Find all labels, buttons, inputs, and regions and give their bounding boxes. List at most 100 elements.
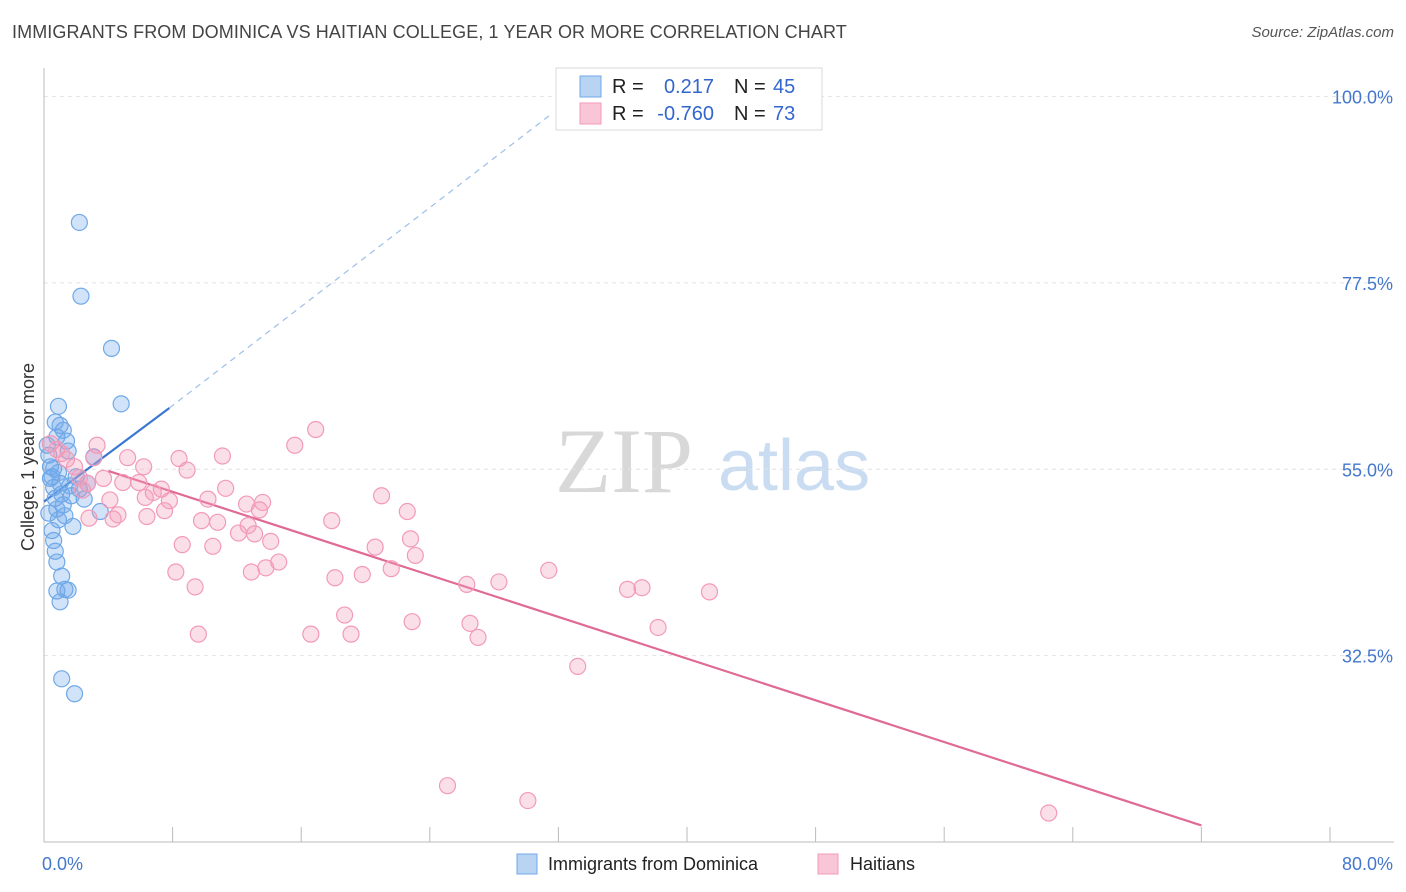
dominica-point-18 [41,469,60,487]
legend-swatch-pink [579,102,602,125]
source-note: Source: ZipAtlas.com [1251,24,1394,41]
dominica-point-46 [65,685,84,703]
haitians-point-26 [170,449,188,468]
haitians-point-43 [254,493,272,512]
x-tick-labels: 0.0% 80.0% [42,854,1393,874]
haitians-point-71 [649,618,667,637]
dominica-point-28 [49,397,68,415]
bottom-legend: Immigrants from Dominica Haitians [516,853,915,875]
dominica-point-45 [53,670,71,688]
dominica-point-27 [64,517,82,536]
y-tick-labels: 100.0% 77.5% 55.0% 32.5% [1332,88,1393,667]
haitians-point-56 [372,487,391,505]
haitians-point-47 [286,436,304,454]
dominica-point-43 [72,287,90,305]
haitians-point-14 [109,506,127,524]
haitians-point-23 [155,502,174,520]
haitians-point-22 [152,480,170,498]
watermark-atlas: atlas [718,426,870,506]
y-tick-label-1: 77.5% [1342,274,1393,294]
haitians-point-46 [270,553,288,571]
haitians-point-20 [138,507,156,526]
haitians-point-69 [618,580,637,598]
haitians-point-11 [94,469,113,487]
legend-r-value-1: 0.217 [664,76,714,98]
y-tick-label-2: 55.0% [1342,460,1393,480]
haitians-point-8 [80,509,98,527]
legend-r-value-2: -0.760 [657,103,714,125]
haitians-point-41 [245,525,264,543]
haitians-point-52 [336,606,354,624]
haitians-point-70 [633,579,651,597]
haitians-point-73 [1040,804,1058,822]
haitians-point-27 [173,536,191,554]
haitians-trend-line [107,469,1202,827]
haitians-point-31 [192,512,211,530]
legend-r-label-2: R = [612,103,644,125]
haitians-point-28 [178,461,196,479]
haitians-point-55 [366,538,384,556]
dominica-point-37 [59,581,77,599]
haitians-point-17 [130,473,148,492]
haitians-point-60 [403,613,421,631]
y-tick-label-3: 32.5% [1342,647,1393,667]
legend-n-value-1: 45 [773,76,795,98]
x-tick-label-1: 80.0% [1342,854,1393,874]
x-tick-label-0: 0.0% [42,854,83,874]
haitians-point-74 [438,777,457,795]
haitians-point-45 [262,532,280,550]
bottom-legend-swatch-blue [516,853,538,875]
legend-swatch-blue [579,75,602,98]
dominica-point-42 [102,339,121,357]
haitians-point-16 [118,449,137,467]
haitians-point-7 [78,474,97,492]
haitians-point-59 [401,530,420,548]
legend-n-value-2: 73 [773,103,795,125]
haitians-point-30 [189,625,207,643]
haitians-point-64 [469,628,487,647]
watermark-zip: ZIP [555,410,693,512]
haitians-point-4 [65,458,84,476]
legend-r-label-1: R = [612,76,644,98]
haitians-point-10 [88,436,106,454]
bottom-legend-swatch-pink [817,853,839,875]
haitians-point-49 [307,420,325,439]
axes [43,68,1394,843]
haitians-point-32 [199,490,217,508]
haitians-point-33 [204,537,222,555]
haitians-point-63 [461,614,479,632]
haitians-point-12 [101,491,119,509]
haitians-point-24 [160,492,178,510]
haitians-point-65 [490,573,508,591]
haitians-point-15 [114,473,132,492]
haitians-point-34 [209,513,227,531]
dominica-point-19 [45,459,63,478]
haitians-point-62 [458,575,476,594]
haitians-point-58 [398,502,416,521]
legend-n-label-2: N = [734,103,766,125]
bottom-legend-label-haitians: Haitians [850,854,915,874]
haitians-point-48 [302,625,320,643]
haitians-point-0 [41,435,60,453]
bottom-legend-label-dominica: Immigrants from Dominica [548,854,759,874]
dominica-point-21 [51,416,69,434]
dominica-point-44 [70,213,88,232]
dominica-point-10 [45,531,63,550]
dominica-point-11 [46,542,64,560]
dominica-point-29 [46,413,64,431]
haitians-point-67 [540,561,558,579]
haitians-point-57 [382,560,400,578]
dominica-trend-line [43,407,171,503]
legend: R = 0.217 N = 45 R = -0.760 N = 73 [555,67,823,131]
legend-n-label-1: N = [734,76,766,98]
haitians-point-50 [323,512,341,530]
dominica-point-41 [112,395,130,413]
y-axis-label: College, 1 year or more [18,363,38,551]
haitians-point-61 [406,546,424,565]
haitians-point-35 [213,447,232,465]
haitians-point-51 [326,569,344,587]
haitians-point-66 [519,791,537,810]
haitians-point-53 [342,625,360,643]
y-tick-label-0: 100.0% [1332,88,1393,108]
